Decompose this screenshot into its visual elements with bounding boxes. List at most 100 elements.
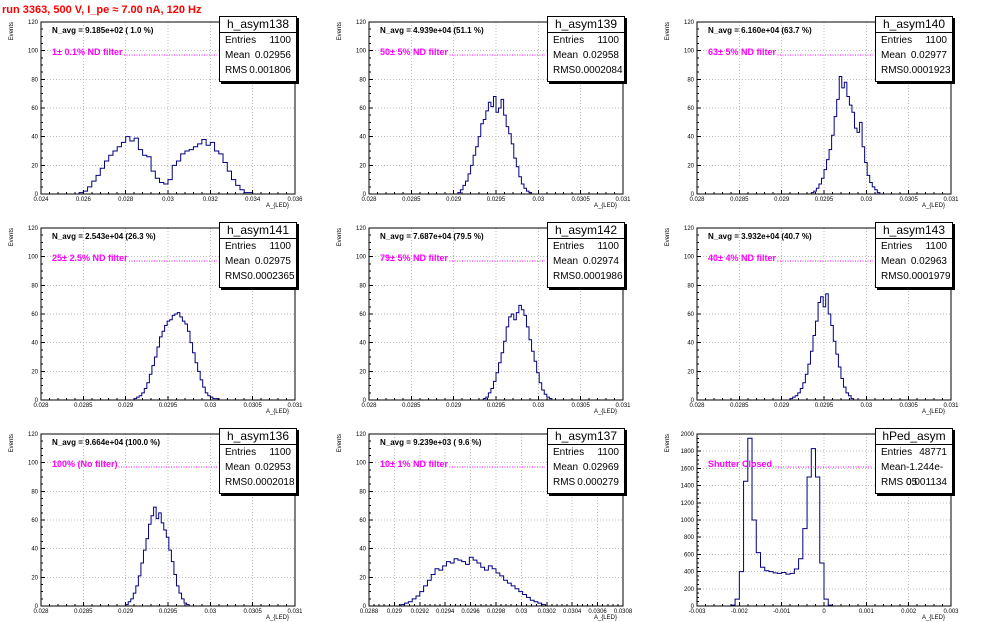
stats-row-mean: Mean -1.244e-05: [876, 460, 952, 488]
x-tick-label: 0.0305: [243, 609, 262, 615]
stats-label-entries: Entries: [225, 241, 257, 252]
stats-row-rms: RMS 0.000279: [548, 475, 624, 490]
stats-value-mean: 0.02975: [254, 256, 291, 267]
stats-row-entries: Entries 1100: [220, 33, 296, 48]
histogram-series: [789, 293, 855, 400]
y-tick-label: 100: [28, 49, 39, 55]
y-tick-label: 0: [35, 398, 39, 404]
stats-row-mean: Mean 0.02956: [220, 48, 296, 63]
y-tick-label: 40: [31, 341, 38, 347]
stats-value-rms: 0.0002018: [247, 477, 295, 488]
stats-row-rms: RMS 0.0001979: [876, 269, 952, 284]
stats-row-rms: RMS 0.0002018: [220, 475, 296, 490]
x-tick-label: 0.028: [361, 197, 377, 203]
x-tick-label: 0.034: [245, 197, 261, 203]
y-axis-label: Events: [9, 434, 15, 452]
y-tick-label: 0: [35, 604, 39, 610]
stats-row-entries: Entries 1100: [876, 33, 952, 48]
x-tick-label: 0.029: [774, 403, 790, 409]
x-tick-label: 0.0285: [402, 403, 421, 409]
stats-row-mean: Mean 0.02958: [548, 48, 624, 63]
x-tick-label: 0.028: [118, 197, 134, 203]
x-tick-label: 0: [822, 609, 826, 615]
histogram-name: h_asym141: [220, 223, 296, 239]
histogram-name: h_asym143: [876, 223, 952, 239]
stats-label-entries: Entries: [225, 35, 257, 46]
x-axis-label: A_{LED}: [266, 615, 289, 621]
histogram-series: [400, 556, 547, 606]
histogram-name: h_asym142: [548, 223, 624, 239]
y-tick-label: 60: [31, 518, 38, 524]
histogram-name: h_asym136: [220, 429, 296, 445]
filter-label: 63± 5% ND filter: [708, 47, 776, 57]
filter-label: 1± 0.1% ND filter: [52, 47, 123, 57]
y-tick-label: 20: [359, 163, 366, 169]
filter-label: 50± 5% ND filter: [380, 47, 448, 57]
histogram-plot: 0.028 0.0285 0.029 0.0295 0.03 0.0305 0.031 0 20…: [9, 226, 303, 415]
stats-row-mean: Mean 0.02974: [548, 254, 624, 269]
y-tick-label: 60: [687, 106, 694, 112]
stats-label-mean: Mean: [225, 256, 251, 267]
stats-row-rms: RMS 0.0001923: [876, 63, 952, 78]
y-axis-label: Events: [665, 434, 671, 452]
filter-label: 79± 5% ND filter: [380, 253, 448, 263]
x-tick-label: 0.0285: [730, 197, 749, 203]
y-tick-label: 100: [684, 255, 695, 261]
stats-value-mean: 0.02977: [910, 50, 947, 61]
x-tick-label: 0.0285: [730, 403, 749, 409]
y-tick-label: 100: [28, 255, 39, 261]
stats-value-rms: 0.001806: [249, 65, 291, 76]
stats-row-rms: RMS 0.001134: [876, 475, 952, 490]
histogram-plot: 0.024 0.026 0.028 0.03 0.032 0.034 0.036 0 20 40 6…: [9, 20, 303, 209]
stats-row-rms: RMS 0.0002365: [220, 269, 296, 284]
histogram-series: [457, 96, 533, 194]
x-tick-label: 0.0305: [571, 403, 590, 409]
histogram-pad-h_asym141: 0.028 0.0285 0.029 0.0295 0.03 0.0305 0.031 0 20…: [0, 220, 328, 416]
x-axis-label: A_{LED}: [594, 409, 617, 415]
stats-label-mean: Mean: [553, 50, 579, 61]
histogram-plot: -0.003 -0.002 -0.001 0 0.001 0.002 0.003 0 200 40…: [665, 432, 959, 621]
histogram-pad-h_asym137: 0.0288 0.029 0.0292 0.0294 0.0296 0.0298 0.03 0…: [328, 426, 656, 622]
stats-value-rms: 0.001134: [906, 477, 947, 488]
stats-box: h_asym140 Entries 1100 Mean 0.02977 RMS 0.0001…: [875, 16, 953, 82]
y-tick-label: 0: [363, 398, 367, 404]
x-tick-label: 0.029: [446, 403, 462, 409]
stats-value-entries: 1100: [597, 447, 619, 458]
x-tick-label: 0.031: [287, 609, 303, 615]
y-tick-label: 80: [31, 283, 38, 289]
stats-row-entries: Entries 48771: [876, 445, 952, 460]
stats-label-rms: RMS: [225, 271, 248, 282]
histogram-plot: 0.0288 0.029 0.0292 0.0294 0.0296 0.0298 0.03 0…: [337, 432, 633, 621]
x-tick-label: 0.024: [33, 197, 49, 203]
y-tick-label: 80: [359, 283, 366, 289]
stats-row-entries: Entries 1100: [548, 33, 624, 48]
filter-label: 25± 2.5% ND filter: [52, 253, 128, 263]
y-tick-label: 800: [684, 535, 695, 541]
y-tick-label: 40: [687, 135, 694, 141]
x-tick-label: 0.0295: [159, 403, 178, 409]
y-tick-label: 0: [691, 398, 695, 404]
x-tick-label: 0.0304: [563, 609, 582, 615]
x-axis-label: A_{LED}: [594, 615, 617, 621]
x-axis-label: A_{LED}: [922, 203, 945, 209]
y-axis-label: Events: [337, 22, 343, 40]
y-tick-label: 1400: [681, 484, 695, 490]
stats-box: h_asym143 Entries 1100 Mean 0.02963 RMS 0.0001…: [875, 222, 953, 288]
stats-row-mean: Mean 0.02969: [548, 460, 624, 475]
stats-row-rms: RMS 0.0002084: [548, 63, 624, 78]
histogram-series: [78, 136, 254, 194]
y-tick-label: 80: [687, 283, 694, 289]
y-tick-label: 0: [35, 192, 39, 198]
stats-label-mean: Mean: [225, 462, 251, 473]
x-tick-label: 0.029: [118, 609, 134, 615]
stats-value-rms: 0.0002084: [575, 65, 623, 76]
x-tick-label: 0.0295: [487, 403, 506, 409]
stats-value-rms: 0.0001979: [903, 271, 951, 282]
histogram-plot: 0.028 0.0285 0.029 0.0295 0.03 0.0305 0.031 0 20…: [665, 20, 959, 209]
stats-label-rms: RMS: [225, 65, 248, 76]
x-tick-label: 0.0295: [159, 609, 178, 615]
stats-row-entries: Entries 1100: [548, 239, 624, 254]
x-tick-label: 0.03: [162, 197, 174, 203]
stats-label-mean: Mean: [225, 50, 251, 61]
stats-value-entries: 1100: [269, 241, 291, 252]
